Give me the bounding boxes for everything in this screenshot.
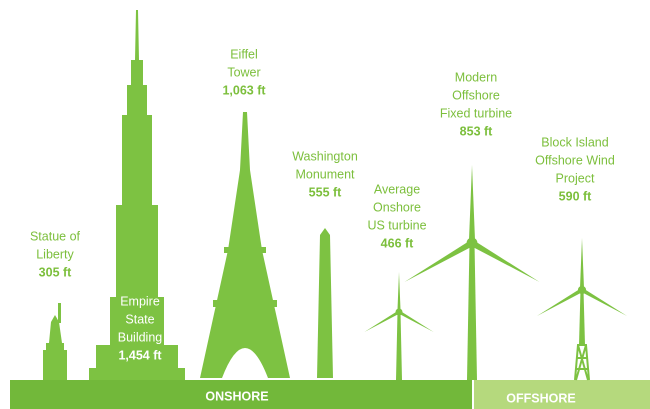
wind-turbine <box>404 165 539 380</box>
turbine-hub <box>467 238 478 249</box>
item-name: Onshore <box>373 200 421 214</box>
wind-turbine <box>364 272 433 380</box>
wind-turbine <box>537 238 627 345</box>
item-name: Fixed turbine <box>440 106 512 120</box>
item-name: Average <box>374 182 420 196</box>
turbine-hub <box>578 286 586 294</box>
lattice-base <box>575 345 589 380</box>
item-name: Building <box>118 330 163 344</box>
item-name: Monument <box>295 167 355 181</box>
item-name: Liberty <box>36 247 74 261</box>
washington-monument <box>317 228 333 378</box>
turbine-tower <box>396 312 402 380</box>
item-name: Empire <box>120 294 160 308</box>
turbine-blade <box>398 311 433 332</box>
item-height: 555 ft <box>309 185 342 199</box>
offshore-label: OFFSHORE <box>506 391 575 405</box>
turbine-blade <box>364 311 399 332</box>
item-height: 466 ft <box>381 236 414 250</box>
turbine-blade <box>580 238 584 290</box>
infographic: ONSHORE OFFSHORE Statue of Liberty 305 ft E… <box>0 0 650 409</box>
turbine-blade <box>404 240 473 282</box>
onshore-label: ONSHORE <box>205 389 268 403</box>
statue-of-liberty <box>43 303 67 380</box>
item-height: 305 ft <box>39 265 72 279</box>
item-name: Tower <box>227 65 260 79</box>
item-name: US turbine <box>367 218 426 232</box>
turbine-blade <box>537 288 583 316</box>
turbine-hub <box>396 309 403 316</box>
item-height: 1,063 ft <box>222 83 266 97</box>
item-name: Project <box>556 171 595 185</box>
turbine-blade <box>581 288 627 316</box>
item-name: Offshore Wind <box>535 153 615 167</box>
turbine-blade <box>397 272 400 312</box>
item-height: 1,454 ft <box>118 348 162 362</box>
eiffel-tower <box>200 112 290 378</box>
turbine-tower <box>467 243 477 380</box>
item-name: Washington <box>292 149 358 163</box>
item-name: Block Island <box>541 135 608 149</box>
turbine-tower <box>579 290 585 345</box>
item-height: 853 ft <box>460 124 493 138</box>
item-height: 590 ft <box>559 189 592 203</box>
item-name: Offshore <box>452 88 500 102</box>
item-name: State <box>125 312 154 326</box>
item-name: Modern <box>455 70 497 84</box>
turbine-blade <box>470 240 539 282</box>
item-name: Eiffel <box>230 47 258 61</box>
turbine-blade <box>469 165 475 243</box>
item-name: Statue of <box>30 229 81 243</box>
